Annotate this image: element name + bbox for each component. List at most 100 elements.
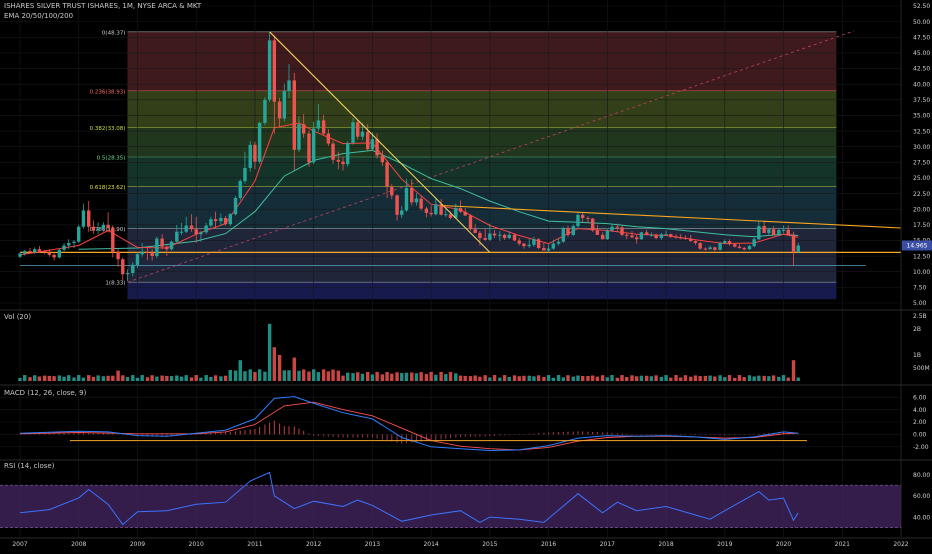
volume-bar [169, 376, 174, 381]
macd-histogram-bar [220, 432, 222, 435]
macd-histogram-bar [122, 434, 124, 435]
candle-body [390, 186, 394, 196]
price-tick-label: 20.00 [913, 206, 930, 213]
macd-histogram-bar [347, 434, 349, 438]
volume-bar [796, 377, 800, 381]
volume-bar [390, 373, 394, 381]
candle-body [42, 251, 47, 253]
volume-bar [639, 375, 644, 381]
macd-histogram-bar [288, 426, 290, 435]
volume-bar [752, 376, 756, 381]
time-tick-label: 2020 [776, 541, 791, 548]
volume-bar [155, 376, 159, 381]
volume-bar [326, 371, 331, 381]
candle-body [77, 226, 81, 242]
volume-bar [257, 369, 262, 381]
volume-bar [723, 377, 727, 381]
rsi-band [0, 485, 901, 528]
macd-histogram-bar [327, 434, 329, 437]
candle-body [22, 251, 27, 254]
macd-histogram-bar [259, 426, 261, 435]
candle-body [277, 101, 282, 119]
volume-bar [238, 360, 242, 381]
rsi-tick-label: 80.00 [913, 472, 930, 479]
volume-bar [72, 377, 76, 381]
price-tick-label: 10.00 [913, 269, 930, 276]
volume-bar [742, 377, 746, 381]
volume-bar [204, 375, 208, 381]
volume-bar [243, 371, 247, 381]
candle-body [96, 228, 100, 231]
macd-histogram-bar [445, 434, 447, 439]
macd-histogram-bar [464, 434, 466, 437]
volume-bar [424, 373, 429, 381]
volume-bar [556, 375, 561, 381]
macd-histogram-bar [82, 433, 84, 435]
candle-body [101, 224, 106, 229]
candle-body [72, 241, 76, 243]
macd-histogram-bar [558, 432, 560, 435]
volume-bar [679, 377, 683, 381]
volume-tick-label: 1B [913, 352, 921, 359]
volume-bar [125, 377, 130, 381]
rsi-tick-label: 60.00 [913, 493, 930, 500]
candle-body [556, 241, 561, 244]
macd-histogram-bar [29, 433, 31, 435]
ema-slow-line [78, 149, 799, 250]
volume-bar [42, 375, 47, 381]
volume-bar [140, 375, 144, 381]
candle-body [586, 217, 590, 219]
macd-histogram-bar [396, 434, 398, 443]
price-tick-label: 22.50 [913, 191, 930, 198]
macd-histogram-bar [684, 434, 686, 435]
macd-histogram-bar [313, 434, 315, 436]
candle-body [483, 237, 487, 240]
candle-body [91, 226, 96, 231]
macd-histogram-bar [518, 434, 520, 435]
volume-bar [463, 375, 467, 381]
candle-body [727, 241, 732, 245]
macd-histogram-bar [631, 434, 633, 435]
candle-body [121, 259, 125, 275]
macd-histogram-bar [704, 434, 706, 435]
candle-body [419, 198, 423, 209]
volume-bar [590, 375, 595, 381]
macd-histogram-bar [748, 434, 750, 435]
macd-histogram-bar [298, 428, 300, 435]
rsi-legend: RSI (14, close) [4, 462, 55, 470]
volume-bar [135, 377, 140, 381]
volume-bar [634, 376, 639, 381]
candle-body [395, 195, 399, 215]
time-tick-label: 2019 [717, 541, 732, 548]
candle-body [458, 207, 463, 212]
macd-histogram-bar [73, 433, 75, 435]
time-tick-label: 2011 [247, 541, 262, 548]
candle-body [307, 133, 311, 163]
macd-histogram-bar [587, 431, 589, 435]
candle-body [52, 254, 56, 258]
macd-histogram-bar [303, 430, 305, 435]
macd-histogram-bar [450, 434, 452, 439]
macd-tick-label: 4.00 [913, 407, 927, 414]
time-tick-label: 2015 [482, 541, 497, 548]
volume-bar [87, 375, 91, 381]
candle-body [708, 247, 712, 250]
macd-histogram-bar [112, 433, 114, 435]
time-tick-label: 2016 [541, 541, 556, 548]
candle-body [57, 249, 62, 258]
macd-histogram-bar [205, 433, 207, 435]
macd-line [19, 396, 799, 452]
volume-bar [429, 371, 433, 381]
volume-bar [566, 375, 570, 381]
macd-histogram-bar [793, 433, 795, 435]
volume-bar [194, 375, 198, 381]
fib-level-label: 0.5(28.35) [97, 156, 126, 162]
candle-body [336, 159, 341, 162]
volume-bar [674, 375, 678, 381]
volume-bar [375, 371, 379, 381]
macd-histogram-bar [650, 434, 652, 435]
volume-bar [733, 377, 737, 381]
macd-histogram-bar [734, 434, 736, 436]
macd-histogram-bar [567, 431, 569, 435]
